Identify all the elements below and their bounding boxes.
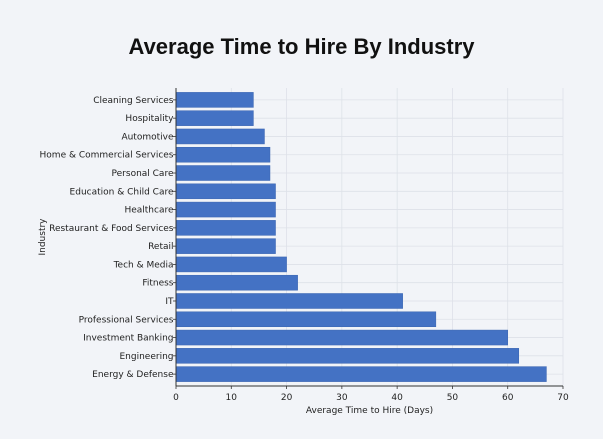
x-tick-label: 70 [557,393,569,403]
x-tick-label: 60 [502,393,514,403]
y-tick-label: Tech & Media [113,260,174,270]
y-tick-label: Automotive [121,132,174,142]
bar [175,311,437,328]
y-tick-label: Cleaning Services [93,96,174,106]
y-tick-label: Professional Services [79,315,174,325]
x-tick-label: 20 [281,393,293,403]
bar [175,366,547,382]
bar [175,329,508,346]
y-tick-label: Healthcare [124,206,174,216]
bar [175,348,520,364]
x-tick-label: 10 [226,393,238,403]
x-tick-label: 30 [336,393,348,403]
y-tick-label: Investment Banking [83,334,173,344]
x-axis-label: Average Time to Hire (Days) [306,406,433,416]
bar [175,201,276,218]
y-tick-label: Personal Care [112,169,174,179]
y-tick-labels: Cleaning Services Hospitality Automotive Ho… [40,96,175,380]
y-tick-label: Engineering [120,352,174,362]
y-tick-label: Home & Commercial Services [40,151,174,161]
bar [175,274,298,291]
y-tick-label: IT [165,297,174,307]
axes [173,88,564,389]
y-tick-label: Retail [148,242,173,252]
y-axis-label: Industry [38,218,48,256]
bars [175,92,547,382]
x-tick-label: 0 [173,393,179,403]
y-tick-label: Hospitality [125,114,174,124]
y-tick-label: Fitness [142,279,173,289]
bar [175,183,276,200]
y-tick-label: Education & Child Care [70,187,174,197]
chart-title: Average Time to Hire By Industry [128,34,475,59]
bar [175,92,254,108]
y-tick-label: Restaurant & Food Services [49,224,174,234]
x-tick-label: 50 [447,393,459,403]
x-tick-label: 40 [391,393,403,403]
bar [175,293,403,309]
bar [175,146,271,163]
bar [175,220,276,236]
x-tick-labels: 0 10 20 30 40 50 60 70 [173,393,569,403]
bar [175,165,271,181]
bar [175,110,254,126]
bar [175,128,265,145]
bar [175,238,276,254]
bar [175,256,287,273]
y-tick-label: Energy & Defense [92,370,174,380]
